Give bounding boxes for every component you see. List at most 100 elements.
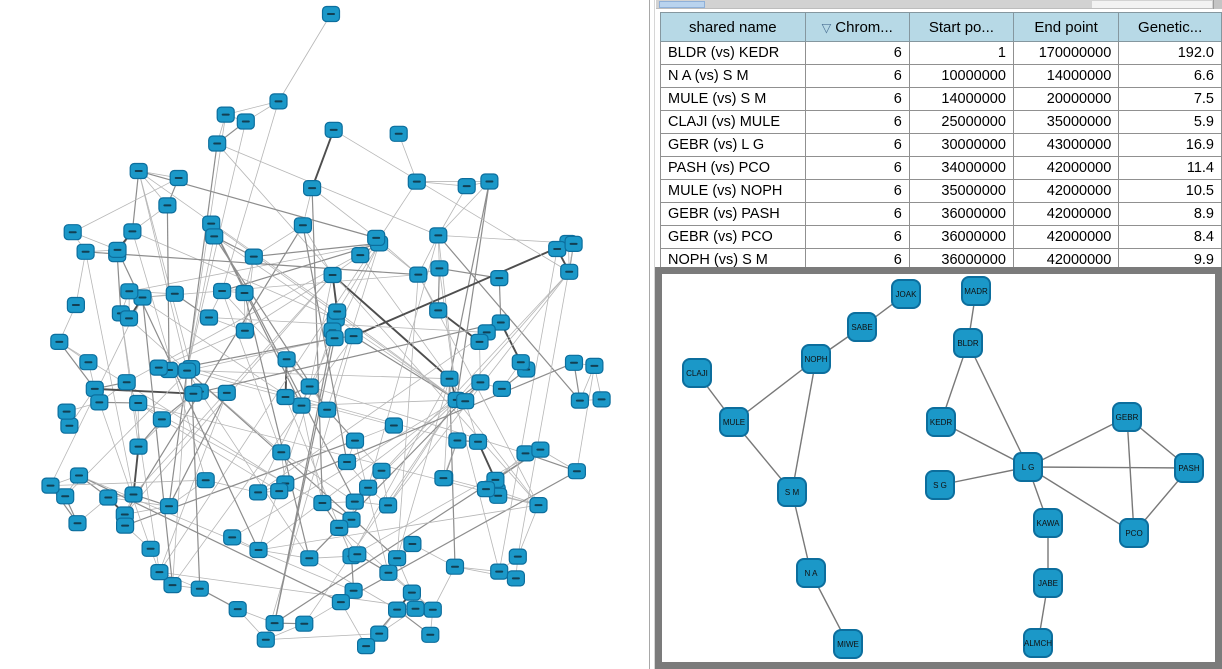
graph-node[interactable] [389, 125, 408, 142]
graph-node[interactable] [448, 432, 467, 449]
graph-node[interactable] [345, 493, 364, 510]
graph-node[interactable] [150, 563, 169, 581]
graph-node[interactable] [190, 580, 209, 597]
graph-edge-LG-PCO[interactable] [1027, 466, 1135, 534]
graph-node[interactable] [228, 600, 247, 618]
graph-node[interactable] [471, 374, 490, 391]
graph-node-SM[interactable]: S M [777, 477, 807, 507]
graph-node[interactable] [370, 625, 389, 642]
graph-node[interactable] [56, 488, 75, 505]
graph-node[interactable] [244, 248, 263, 265]
graph-node[interactable] [470, 333, 489, 350]
graph-node-SABE[interactable]: SABE [847, 312, 877, 342]
graph-node[interactable] [372, 462, 391, 479]
graph-node[interactable] [90, 394, 109, 411]
graph-node[interactable] [117, 374, 136, 391]
graph-node[interactable] [344, 328, 363, 345]
graph-node[interactable] [165, 285, 184, 302]
graph-node[interactable] [69, 467, 89, 484]
table-row[interactable]: BLDR (vs) KEDR 6 1 170000000 192.0 [660, 41, 1222, 65]
graph-node[interactable] [152, 411, 171, 428]
graph-node[interactable] [50, 333, 69, 350]
graph-node[interactable] [508, 548, 527, 565]
graph-node[interactable] [567, 463, 587, 480]
graph-node[interactable] [457, 178, 476, 195]
graph-node-KAWA[interactable]: KAWA [1033, 508, 1063, 538]
graph-node[interactable] [235, 284, 254, 302]
graph-node[interactable] [236, 113, 255, 130]
graph-node[interactable] [421, 626, 440, 643]
graph-node[interactable] [123, 223, 142, 240]
graph-node-PCO[interactable]: PCO [1119, 518, 1149, 548]
graph-node[interactable] [344, 582, 363, 599]
graph-node[interactable] [269, 93, 288, 110]
table-row[interactable]: GEBR (vs) PCO 6 36000000 42000000 8.4 [660, 225, 1222, 249]
graph-node[interactable] [217, 384, 236, 401]
graph-node[interactable] [63, 224, 82, 241]
graph-node[interactable] [529, 497, 548, 514]
graph-node-JABE[interactable]: JABE [1033, 568, 1063, 598]
table-row[interactable]: PASH (vs) PCO 6 34000000 42000000 11.4 [660, 156, 1222, 180]
graph-node[interactable] [348, 546, 367, 563]
graph-node[interactable] [115, 517, 135, 534]
graph-node[interactable] [388, 550, 407, 567]
graph-node[interactable] [384, 417, 403, 434]
graph-node-NOPH[interactable]: NOPH [801, 344, 831, 374]
graph-node[interactable] [199, 309, 219, 326]
graph-node[interactable] [403, 535, 422, 553]
graph-node[interactable] [293, 217, 312, 234]
graph-node[interactable] [406, 600, 425, 617]
table-row[interactable]: GEBR (vs) PASH 6 36000000 42000000 8.9 [660, 202, 1222, 226]
overview-network-canvas[interactable] [0, 0, 648, 669]
graph-node[interactable] [324, 121, 343, 138]
table-row[interactable]: CLAJI (vs) MULE 6 25000000 35000000 5.9 [660, 110, 1222, 134]
graph-node[interactable] [249, 484, 268, 501]
graph-node[interactable] [492, 380, 511, 397]
graph-edge-LG-GEBR[interactable] [1027, 416, 1128, 468]
graph-node[interactable] [213, 282, 232, 300]
graph-node[interactable] [331, 593, 350, 611]
graph-node[interactable] [256, 631, 275, 648]
column-header-shared-name[interactable]: shared name [660, 12, 806, 42]
table-row[interactable]: N A (vs) S M 6 10000000 14000000 6.6 [660, 64, 1222, 88]
graph-node[interactable] [129, 162, 148, 180]
graph-node[interactable] [570, 392, 590, 409]
horizontal-scrollbar[interactable] [656, 0, 1222, 9]
graph-node[interactable] [357, 637, 376, 655]
graph-node[interactable] [330, 519, 349, 537]
graph-node[interactable] [85, 380, 104, 397]
graph-node[interactable] [367, 229, 386, 246]
graph-node-MULE[interactable]: MULE [719, 407, 749, 437]
graph-node-MADR[interactable]: MADR [961, 276, 991, 306]
network-overview-panel[interactable] [0, 0, 648, 669]
graph-node[interactable] [548, 240, 567, 258]
graph-node[interactable] [321, 5, 341, 23]
column-header-genetic---[interactable]: Genetic... [1118, 12, 1222, 42]
graph-node[interactable] [560, 263, 579, 280]
graph-node[interactable] [379, 564, 398, 581]
graph-node[interactable] [511, 354, 530, 371]
graph-node[interactable] [564, 354, 584, 371]
graph-node[interactable] [506, 570, 526, 587]
graph-node[interactable] [79, 354, 98, 371]
table-row[interactable]: MULE (vs) NOPH 6 35000000 42000000 10.5 [660, 179, 1222, 203]
graph-node[interactable] [402, 584, 421, 601]
graph-node[interactable] [163, 576, 182, 594]
graph-node-LG[interactable]: L G [1013, 452, 1043, 482]
graph-node[interactable] [325, 330, 344, 347]
scrollbar-track-light[interactable] [1092, 1, 1212, 8]
graph-node[interactable] [564, 235, 583, 252]
graph-node[interactable] [490, 563, 509, 580]
graph-node[interactable] [60, 417, 79, 434]
graph-node[interactable] [169, 169, 188, 187]
graph-edge-NOPH-SM[interactable] [791, 358, 817, 493]
graph-node[interactable] [205, 228, 224, 245]
graph-node[interactable] [119, 310, 139, 327]
graph-node[interactable] [249, 541, 268, 559]
graph-node[interactable] [265, 614, 284, 632]
column-header-end-point[interactable]: End point [1012, 12, 1120, 42]
graph-node-BLDR[interactable]: BLDR [953, 328, 983, 358]
scrollbar-thumb[interactable] [659, 1, 705, 8]
graph-node-NA[interactable]: N A [796, 558, 826, 588]
graph-node[interactable] [480, 173, 499, 190]
